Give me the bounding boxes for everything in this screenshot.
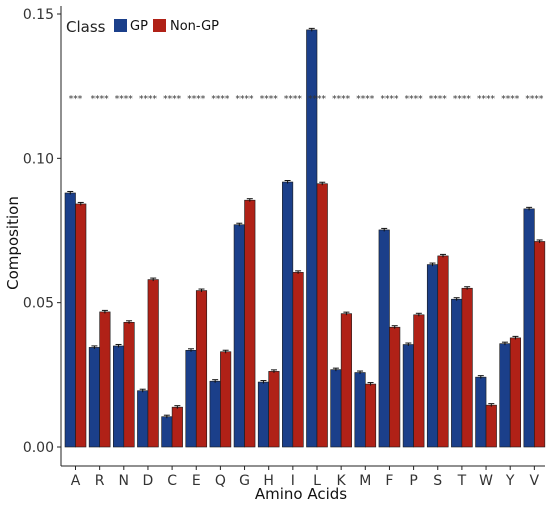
bar-non-gp-q — [220, 351, 232, 448]
x-axis-title: Amino Acids — [255, 485, 347, 503]
x-tick-label-k: K — [337, 473, 347, 489]
legend-swatch-gp — [114, 19, 127, 32]
bar-non-gp-s — [437, 255, 449, 448]
significance-label-t: **** — [453, 95, 472, 105]
bar-gp-s — [426, 264, 439, 448]
bar-gp-k — [330, 369, 342, 448]
x-tick-label-a: A — [71, 473, 81, 489]
legend-label-non-gp: Non-GP — [170, 19, 219, 34]
bar-non-gp-h — [268, 371, 280, 448]
x-tick-label-r: R — [95, 473, 105, 489]
significance-label-k: **** — [332, 95, 351, 105]
significance-label-l: **** — [308, 95, 327, 105]
significance-label-d: **** — [139, 95, 158, 105]
significance-label-i: **** — [284, 95, 303, 105]
y-tick-label: 0.00 — [23, 440, 54, 456]
bar-non-gp-f — [389, 326, 401, 448]
bar-non-gp-a — [75, 203, 87, 448]
bar-gp-l — [306, 29, 318, 448]
x-tick-label-i: I — [291, 473, 295, 489]
significance-label-a: *** — [69, 95, 83, 105]
bar-gp-h — [257, 381, 270, 448]
legend-label-gp: GP — [130, 19, 148, 34]
bar-gp-a — [64, 192, 76, 448]
y-tick-label: 0.15 — [23, 7, 54, 23]
x-tick-label-q: Q — [215, 473, 226, 489]
y-tick-label: 0.10 — [23, 151, 54, 167]
y-axis-title: Composition — [4, 196, 22, 290]
bar-non-gp-k — [340, 313, 352, 448]
significance-label-p: **** — [405, 95, 424, 105]
bar-gp-q — [209, 380, 221, 448]
bar-gp-v — [523, 208, 535, 448]
x-tick-label-v: V — [530, 473, 540, 489]
legend: Class GP Non-GP — [66, 18, 219, 36]
bar-non-gp-y — [509, 337, 522, 448]
bar-non-gp-r — [99, 311, 111, 448]
x-tick-label-y: Y — [505, 473, 515, 489]
x-tick-label-t: T — [457, 473, 467, 489]
significance-label-v: **** — [525, 95, 544, 105]
significance-label-g: **** — [236, 95, 255, 105]
bar-gp-p — [402, 344, 414, 448]
x-tick-label-f: F — [385, 473, 393, 489]
x-tick-label-l: L — [313, 473, 321, 489]
bar-non-gp-c — [171, 406, 183, 448]
bar-gp-i — [282, 181, 294, 448]
x-tick-label-e: E — [192, 473, 201, 489]
x-tick-label-s: S — [433, 473, 442, 489]
significance-label-s: **** — [429, 95, 448, 105]
x-tick-label-p: P — [409, 473, 417, 489]
bar-gp-m — [354, 372, 366, 448]
bar-non-gp-l — [316, 183, 328, 448]
bar-non-gp-e — [195, 290, 208, 448]
x-tick-label-d: D — [143, 473, 154, 489]
bar-non-gp-v — [534, 241, 546, 448]
legend-swatch-non-gp — [153, 19, 166, 32]
x-tick-label-m: M — [359, 473, 371, 489]
significance-label-f: **** — [380, 95, 399, 105]
significance-label-h: **** — [260, 95, 279, 105]
bar-gp-y — [499, 343, 511, 448]
significance-label-q: **** — [211, 95, 230, 105]
x-tick-label-h: H — [263, 473, 274, 489]
bar-non-gp-p — [413, 314, 425, 448]
significance-label-e: **** — [187, 95, 206, 105]
significance-label-c: **** — [163, 95, 182, 105]
bar-gp-f — [378, 229, 390, 448]
significance-label-m: **** — [356, 95, 375, 105]
bar-gp-c — [161, 416, 173, 448]
x-tick-label-g: G — [239, 473, 250, 489]
bar-non-gp-t — [461, 287, 473, 448]
bar-gp-t — [451, 298, 463, 448]
bar-non-gp-g — [244, 199, 256, 448]
legend-title: Class — [66, 18, 106, 36]
bar-gp-n — [113, 345, 125, 448]
bar-non-gp-w — [485, 404, 497, 448]
bar-non-gp-i — [292, 272, 304, 448]
significance-label-n: **** — [115, 95, 134, 105]
bar-gp-e — [185, 349, 197, 448]
bar-gp-g — [233, 224, 245, 448]
bar-non-gp-d — [147, 279, 159, 448]
y-tick-label: 0.05 — [23, 296, 54, 312]
x-tick-label-c: C — [167, 473, 177, 489]
x-tick-label-w: W — [479, 473, 493, 489]
bar-non-gp-n — [123, 321, 135, 448]
bar-non-gp-m — [364, 383, 377, 448]
significance-label-r: **** — [91, 95, 110, 105]
significance-label-w: **** — [477, 95, 496, 105]
x-tick-label-n: N — [119, 473, 129, 489]
bar-gp-d — [137, 390, 149, 448]
bar-gp-r — [88, 347, 100, 448]
significance-label-y: **** — [501, 95, 520, 105]
bar-gp-w — [475, 376, 487, 448]
